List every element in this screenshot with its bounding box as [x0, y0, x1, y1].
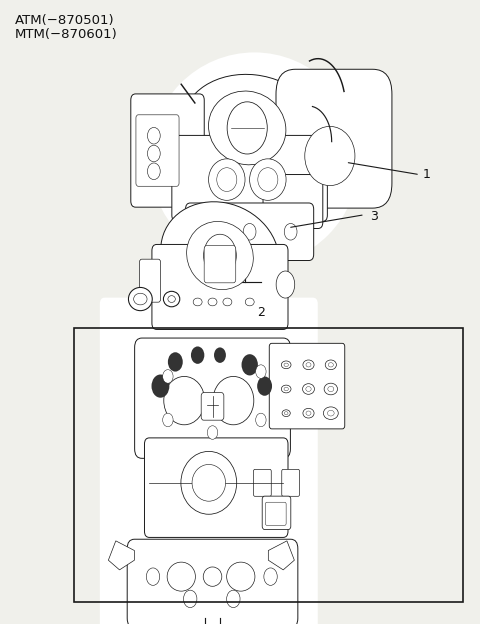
- Ellipse shape: [203, 567, 222, 587]
- FancyBboxPatch shape: [100, 298, 318, 624]
- Ellipse shape: [302, 384, 314, 394]
- Ellipse shape: [150, 52, 359, 266]
- Ellipse shape: [306, 411, 311, 416]
- Ellipse shape: [213, 376, 254, 425]
- Circle shape: [227, 590, 240, 608]
- FancyBboxPatch shape: [127, 539, 298, 624]
- Ellipse shape: [327, 411, 334, 416]
- Ellipse shape: [306, 363, 311, 367]
- Circle shape: [168, 352, 183, 371]
- Ellipse shape: [276, 271, 295, 298]
- Circle shape: [163, 369, 173, 383]
- Circle shape: [152, 374, 169, 397]
- Ellipse shape: [163, 291, 180, 307]
- Ellipse shape: [181, 74, 323, 188]
- Ellipse shape: [164, 376, 204, 425]
- Circle shape: [227, 102, 267, 154]
- FancyBboxPatch shape: [185, 203, 314, 261]
- Text: 2: 2: [257, 306, 264, 319]
- Ellipse shape: [208, 298, 217, 306]
- FancyBboxPatch shape: [204, 246, 236, 283]
- Ellipse shape: [328, 386, 334, 392]
- Ellipse shape: [208, 91, 286, 165]
- FancyBboxPatch shape: [262, 496, 291, 529]
- Ellipse shape: [284, 412, 288, 415]
- Ellipse shape: [303, 360, 314, 369]
- Ellipse shape: [245, 298, 254, 306]
- Ellipse shape: [324, 407, 338, 419]
- FancyBboxPatch shape: [263, 175, 323, 228]
- Ellipse shape: [129, 288, 152, 311]
- Circle shape: [264, 568, 277, 585]
- Ellipse shape: [192, 464, 226, 501]
- Ellipse shape: [284, 388, 288, 391]
- Circle shape: [214, 348, 226, 363]
- Ellipse shape: [324, 383, 337, 395]
- Ellipse shape: [208, 159, 245, 200]
- Ellipse shape: [325, 360, 336, 369]
- Ellipse shape: [250, 159, 286, 200]
- Circle shape: [243, 223, 256, 240]
- FancyBboxPatch shape: [134, 338, 290, 458]
- FancyBboxPatch shape: [253, 469, 271, 496]
- Circle shape: [191, 346, 204, 364]
- Polygon shape: [108, 541, 134, 570]
- Text: 1: 1: [422, 168, 430, 181]
- Ellipse shape: [306, 387, 311, 391]
- Ellipse shape: [227, 562, 255, 591]
- Ellipse shape: [281, 385, 291, 393]
- FancyBboxPatch shape: [201, 392, 224, 420]
- FancyBboxPatch shape: [269, 343, 345, 429]
- Circle shape: [202, 223, 215, 240]
- Ellipse shape: [187, 222, 253, 290]
- Ellipse shape: [281, 361, 291, 369]
- Circle shape: [256, 413, 266, 427]
- Circle shape: [207, 426, 218, 439]
- Ellipse shape: [303, 408, 314, 418]
- Circle shape: [147, 145, 160, 162]
- Circle shape: [241, 354, 258, 376]
- Circle shape: [147, 127, 160, 144]
- Ellipse shape: [282, 410, 290, 417]
- Circle shape: [256, 365, 266, 378]
- Ellipse shape: [168, 296, 175, 303]
- FancyBboxPatch shape: [131, 94, 204, 207]
- Ellipse shape: [258, 168, 278, 192]
- Bar: [74, 328, 463, 602]
- FancyBboxPatch shape: [152, 245, 288, 329]
- Circle shape: [183, 590, 197, 608]
- Text: 3: 3: [370, 210, 377, 223]
- Text: MTM(−870601): MTM(−870601): [14, 28, 117, 41]
- Circle shape: [257, 376, 272, 396]
- FancyBboxPatch shape: [136, 115, 179, 186]
- Ellipse shape: [305, 126, 355, 186]
- Ellipse shape: [181, 451, 237, 514]
- Polygon shape: [268, 541, 294, 570]
- Ellipse shape: [217, 168, 237, 192]
- Ellipse shape: [328, 363, 333, 367]
- Circle shape: [147, 163, 160, 180]
- FancyBboxPatch shape: [144, 438, 288, 537]
- Ellipse shape: [167, 562, 195, 591]
- FancyBboxPatch shape: [282, 469, 300, 496]
- Circle shape: [163, 413, 173, 427]
- Circle shape: [146, 568, 160, 585]
- FancyBboxPatch shape: [276, 69, 392, 208]
- Ellipse shape: [284, 363, 288, 366]
- Ellipse shape: [161, 202, 279, 310]
- FancyBboxPatch shape: [265, 502, 286, 525]
- FancyBboxPatch shape: [139, 259, 161, 302]
- Ellipse shape: [133, 293, 147, 305]
- Circle shape: [284, 223, 297, 240]
- Ellipse shape: [193, 298, 202, 306]
- Text: ATM(−870501): ATM(−870501): [14, 14, 114, 27]
- FancyBboxPatch shape: [172, 135, 327, 222]
- Ellipse shape: [223, 298, 232, 306]
- Circle shape: [204, 234, 236, 277]
